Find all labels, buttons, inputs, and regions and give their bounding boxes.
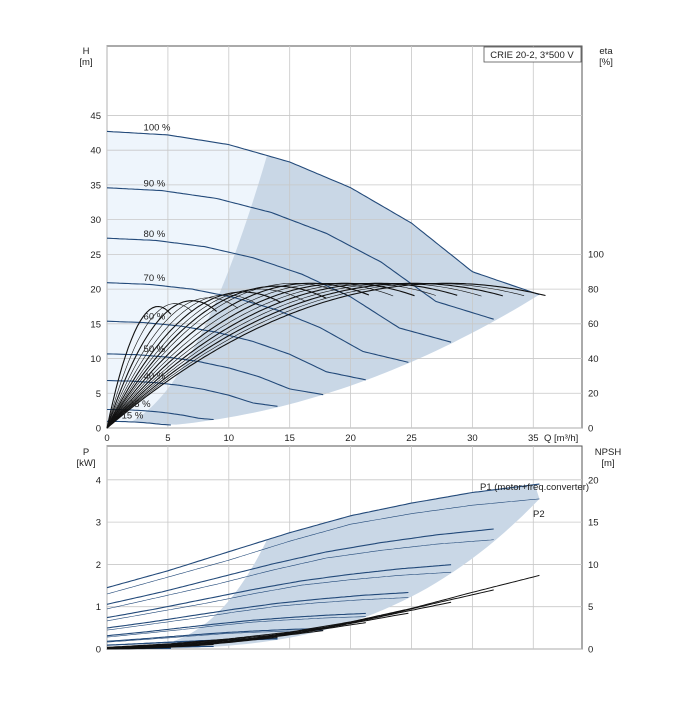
eta-tick-label: 0	[588, 424, 593, 435]
p-tick-label: 2	[96, 560, 101, 571]
eta-tick-label: 20	[588, 389, 599, 400]
p-tick-label: 0	[96, 645, 101, 656]
npsh-tick-label: 20	[588, 475, 599, 486]
eta-tick-label: 60	[588, 319, 599, 330]
x-tick-label: 10	[224, 433, 235, 444]
eta-tick-label: 40	[588, 354, 599, 365]
x-tick-label: 35	[528, 433, 539, 444]
chart-title: CRIE 20-2, 3*500 V	[490, 50, 574, 61]
p-tick-label: 3	[96, 518, 101, 529]
h-tick-label: 15	[90, 319, 101, 330]
npsh-tick-label: 10	[588, 560, 599, 571]
x-tick-label: 30	[467, 433, 478, 444]
p-axis-unit: [kW]	[77, 458, 96, 469]
eta-axis-unit: [%]	[599, 57, 613, 68]
speed-label: 25 %	[129, 399, 151, 410]
eta-tick-label: 100	[588, 250, 604, 261]
x-tick-label: 5	[165, 433, 170, 444]
p-tick-label: 4	[96, 475, 101, 486]
x-tick-label: 25	[406, 433, 417, 444]
npsh-tick-label: 15	[588, 518, 599, 529]
speed-label: 70 %	[144, 273, 166, 284]
npsh-tick-label: 0	[588, 645, 593, 656]
h-tick-label: 20	[90, 285, 101, 296]
h-tick-label: 25	[90, 250, 101, 261]
h-axis-unit: [m]	[79, 57, 92, 68]
speed-label: 40 %	[144, 371, 166, 382]
h-tick-label: 0	[96, 424, 101, 435]
q-axis-label: Q [m³/h]	[544, 433, 578, 444]
h-axis-label: H	[83, 46, 90, 57]
h-tick-label: 35	[90, 180, 101, 191]
speed-label: 50 %	[144, 344, 166, 355]
speed-label: 100 %	[144, 123, 171, 134]
speed-label: 90 %	[144, 179, 166, 190]
h-tick-label: 45	[90, 111, 101, 122]
p1-series-label: P1 (motor+freq.converter)	[480, 482, 589, 493]
speed-label: 80 %	[144, 229, 166, 240]
speed-label: 60 %	[144, 311, 166, 322]
p2-series-label: P2	[533, 509, 545, 520]
p-axis-label: P	[83, 447, 89, 458]
h-tick-label: 10	[90, 354, 101, 365]
speed-label: 15 %	[122, 411, 144, 422]
x-tick-label: 20	[345, 433, 356, 444]
eta-axis-label: eta	[599, 46, 613, 57]
x-tick-label: 15	[284, 433, 295, 444]
x-tick-label: 0	[104, 433, 109, 444]
eta-tick-label: 80	[588, 284, 599, 295]
npsh-axis-unit: [m]	[601, 458, 614, 469]
npsh-tick-label: 5	[588, 602, 593, 613]
p-tick-label: 1	[96, 602, 101, 613]
h-tick-label: 30	[90, 215, 101, 226]
h-tick-label: 40	[90, 146, 101, 157]
h-tick-label: 5	[96, 389, 101, 400]
npsh-axis-label: NPSH	[595, 447, 622, 458]
